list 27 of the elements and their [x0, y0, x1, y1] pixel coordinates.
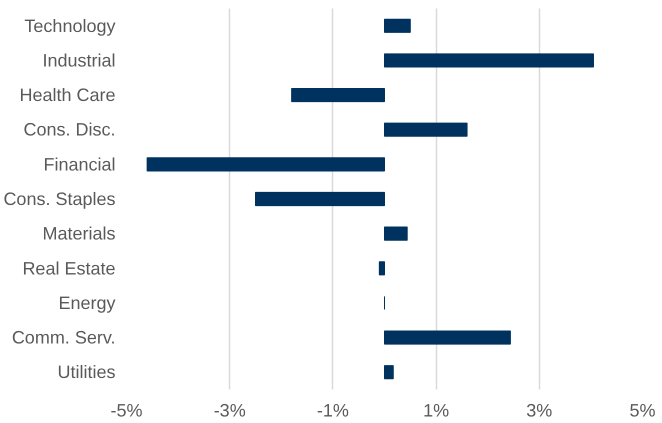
y-tick-label: Materials	[42, 224, 116, 244]
y-tick-label: Health Care	[19, 85, 116, 106]
y-tick-label: Energy	[58, 292, 116, 313]
bar	[384, 53, 594, 68]
y-tick-label: Industrial	[42, 50, 116, 70]
bar	[146, 157, 385, 172]
x-tick-label: -1%	[316, 400, 349, 420]
bar	[291, 88, 385, 102]
bar	[384, 18, 411, 33]
bar	[255, 192, 385, 206]
y-tick-label: Cons. Staples	[3, 189, 116, 209]
x-tick-label: 1%	[423, 400, 450, 420]
x-tick-label: -3%	[214, 400, 246, 420]
x-tick-label: 5%	[629, 400, 656, 420]
bar	[384, 122, 468, 137]
bar	[378, 261, 385, 276]
y-tick-label: Technology	[24, 16, 116, 36]
bar	[384, 226, 408, 241]
x-tick-label: 3%	[526, 400, 552, 420]
y-tick-label: Financial	[43, 154, 116, 174]
bar	[384, 365, 394, 380]
y-tick-label: Real Estate	[22, 258, 116, 278]
y-tick-label: Utilities	[57, 362, 116, 382]
y-tick-label: Comm. Serv.	[12, 328, 116, 348]
bar	[384, 330, 511, 345]
x-tick-label: -5%	[110, 400, 143, 420]
y-tick-label: Cons. Disc.	[23, 120, 116, 140]
